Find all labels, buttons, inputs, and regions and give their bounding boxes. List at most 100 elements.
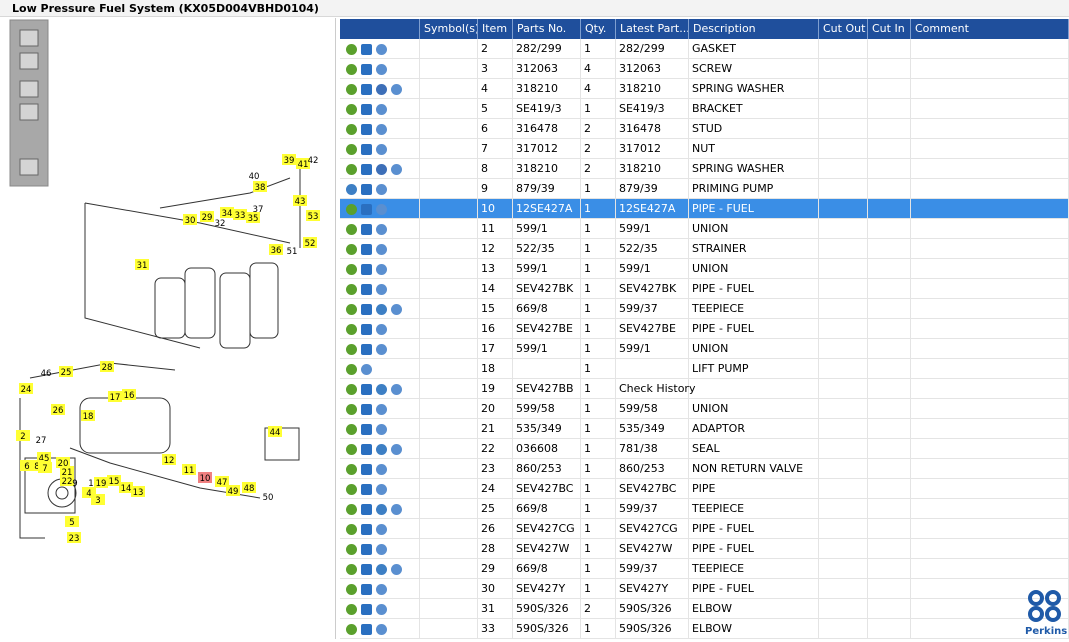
- table-row[interactable]: 19 SEV427BB 1 Check History: [340, 379, 1069, 399]
- empty-cell: [911, 159, 1069, 179]
- cell: 1: [581, 459, 616, 479]
- symbols-cell: [420, 339, 478, 359]
- icon: [346, 543, 357, 555]
- cell: 669/8: [513, 499, 581, 519]
- cell: SEV427Y: [616, 579, 689, 599]
- icon: [346, 463, 357, 475]
- table-row[interactable]: 31 590S/326 2 590S/326 ELBOW: [340, 599, 1069, 619]
- icon: [361, 463, 372, 475]
- cell: SEV427BC: [616, 479, 689, 499]
- cell: SEV427Y: [513, 579, 581, 599]
- table-row[interactable]: 15 669/8 1 599/37 TEEPIECE: [340, 299, 1069, 319]
- empty-cell: [911, 419, 1069, 439]
- cell: 1: [581, 519, 616, 539]
- cell: SPRING WASHER: [689, 159, 819, 179]
- export-button[interactable]: [19, 158, 39, 176]
- callout-box: [30, 460, 44, 471]
- empty-cell: [819, 79, 868, 99]
- symbols-cell: [420, 579, 478, 599]
- table-row[interactable]: 11 599/1 1 599/1 UNION: [340, 219, 1069, 239]
- empty-cell: [868, 279, 911, 299]
- table-row[interactable]: 23 860/253 1 860/253 NON RETURN VALVE: [340, 459, 1069, 479]
- table-row[interactable]: 24 SEV427BC 1 SEV427BC PIPE: [340, 479, 1069, 499]
- table-row[interactable]: 22 036608 1 781/38 SEAL: [340, 439, 1069, 459]
- cell: 282/299: [513, 39, 581, 59]
- icon: [346, 423, 357, 435]
- table-row[interactable]: 13 599/1 1 599/1 UNION: [340, 259, 1069, 279]
- cell: 1: [581, 99, 616, 119]
- table-row[interactable]: 10 12SE427A 1 12SE427A PIPE - FUEL: [340, 199, 1069, 219]
- icon: [361, 623, 372, 635]
- callout-box: [306, 210, 320, 221]
- symbols-cell: [420, 119, 478, 139]
- icon: [376, 243, 387, 255]
- cell: 318210: [513, 79, 581, 99]
- callout-box: [135, 259, 149, 270]
- cell: 599/58: [513, 399, 581, 419]
- empty-cell: [868, 299, 911, 319]
- cell: SE419/3: [616, 99, 689, 119]
- callout-box: [215, 476, 229, 487]
- table-row[interactable]: 9 879/39 1 879/39 PRIMING PUMP: [340, 179, 1069, 199]
- table-row[interactable]: 33 590S/326 1 590S/326 ELBOW: [340, 619, 1069, 639]
- zoom-in-button[interactable]: [19, 29, 39, 47]
- cell: SEV427BB: [513, 379, 581, 399]
- cell: 16: [478, 319, 513, 339]
- table-row[interactable]: 6 316478 2 316478 STUD: [340, 119, 1069, 139]
- cell: 2: [581, 119, 616, 139]
- empty-cell: [911, 59, 1069, 79]
- symbols-cell: [420, 299, 478, 319]
- table-row[interactable]: 14 SEV427BK 1 SEV427BK PIPE - FUEL: [340, 279, 1069, 299]
- empty-cell: [868, 39, 911, 59]
- empty-cell: [911, 279, 1069, 299]
- table-row[interactable]: 3 312063 4 312063 SCREW: [340, 59, 1069, 79]
- table-row[interactable]: 17 599/1 1 599/1 UNION: [340, 339, 1069, 359]
- symbol-icons: [340, 379, 420, 399]
- icon: [361, 103, 372, 115]
- table-row[interactable]: 28 SEV427W 1 SEV427W PIPE - FUEL: [340, 539, 1069, 559]
- empty-cell: [868, 319, 911, 339]
- fit-button[interactable]: [19, 80, 39, 98]
- table-row[interactable]: 29 669/8 1 599/37 TEEPIECE: [340, 559, 1069, 579]
- symbol-icons: [340, 259, 420, 279]
- symbol-icons: [340, 559, 420, 579]
- cell: ADAPTOR: [689, 419, 819, 439]
- empty-cell: [911, 319, 1069, 339]
- cell: SEV427CG: [513, 519, 581, 539]
- cell: 11: [478, 219, 513, 239]
- table-header: Symbol(s) Item Parts No. Qty. Latest Part...…: [340, 19, 1069, 39]
- callout-label: 52: [305, 239, 316, 249]
- callout-box: [198, 472, 212, 483]
- empty-cell: [819, 379, 868, 399]
- cell: 879/39: [513, 179, 581, 199]
- callout-label: 46: [41, 369, 52, 379]
- table-row[interactable]: 26 SEV427CG 1 SEV427CG PIPE - FUEL: [340, 519, 1069, 539]
- table-row[interactable]: 20 599/58 1 599/58 UNION: [340, 399, 1069, 419]
- cell: LIFT PUMP: [689, 359, 819, 379]
- cell: PIPE: [689, 479, 819, 499]
- zoom-out-button[interactable]: [19, 52, 39, 70]
- table-row[interactable]: 7 317012 2 317012 NUT: [340, 139, 1069, 159]
- empty-cell: [868, 519, 911, 539]
- cell: [616, 359, 689, 379]
- icon: [376, 143, 387, 155]
- table-row[interactable]: 21 535/349 1 535/349 ADAPTOR: [340, 419, 1069, 439]
- table-row[interactable]: 30 SEV427Y 1 SEV427Y PIPE - FUEL: [340, 579, 1069, 599]
- table-row[interactable]: 18 1 LIFT PUMP: [340, 359, 1069, 379]
- cell: 860/253: [513, 459, 581, 479]
- callout-label: 5: [69, 518, 74, 528]
- table-row[interactable]: 2 282/299 1 282/299 GASKET: [340, 39, 1069, 59]
- table-row[interactable]: 4 318210 4 318210 SPRING WASHER: [340, 79, 1069, 99]
- table-row[interactable]: 16 SEV427BE 1 SEV427BE PIPE - FUEL: [340, 319, 1069, 339]
- table-row[interactable]: 8 318210 2 318210 SPRING WASHER: [340, 159, 1069, 179]
- table-row[interactable]: 12 522/35 1 522/35 STRAINER: [340, 239, 1069, 259]
- table-row[interactable]: 5 SE419/3 1 SE419/3 BRACKET: [340, 99, 1069, 119]
- icon: [346, 63, 357, 75]
- icon: [376, 423, 387, 435]
- actual-size-button[interactable]: [19, 103, 39, 121]
- cell: 3: [478, 59, 513, 79]
- icon: [346, 283, 357, 295]
- cell: SEV427BE: [513, 319, 581, 339]
- table-row[interactable]: 25 669/8 1 599/37 TEEPIECE: [340, 499, 1069, 519]
- cell: PIPE - FUEL: [689, 199, 819, 219]
